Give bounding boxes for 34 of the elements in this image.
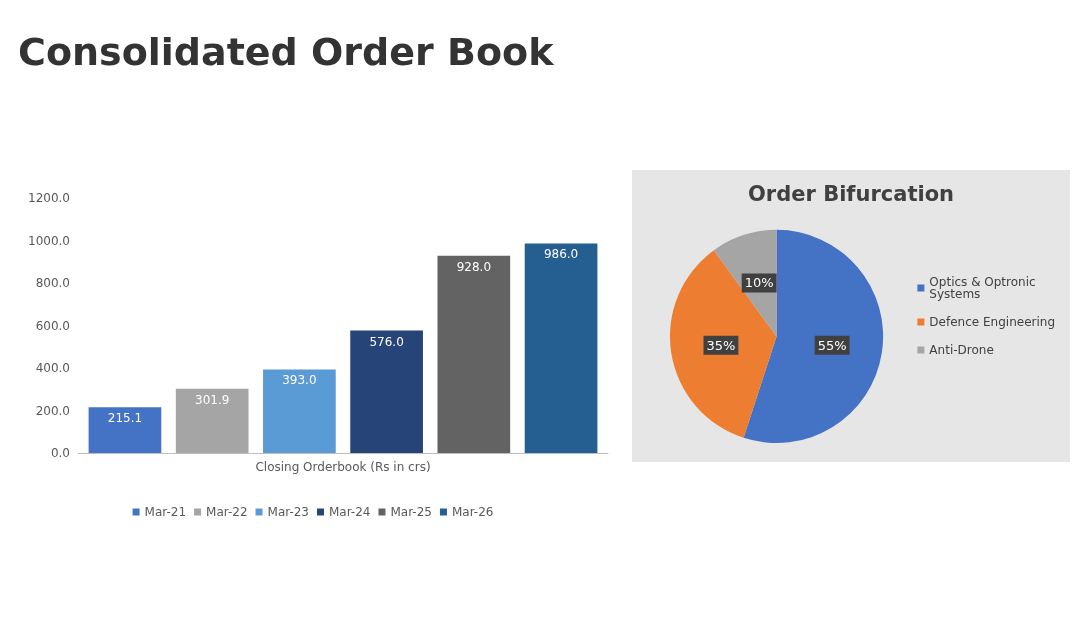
legend-label: Mar-23 [267,505,310,519]
y-tick-label: 200.0 [35,403,70,418]
legend-label: Mar-22 [206,505,248,519]
y-tick-label: 1200.0 [28,191,70,205]
data-label: 928.0 [456,259,492,274]
data-label: 55% [817,337,847,353]
legend-label: Mar-25 [390,505,432,519]
legend-label: Mar-24 [329,505,371,519]
chart-title: Order Bifurcation [747,181,955,206]
bar [350,330,423,453]
legend-label: Optics & Optronic Systems [929,275,1040,301]
x-tick-label: Closing Orderbook (Rs in crs) [255,460,431,474]
bar [437,255,511,453]
bar [175,388,249,453]
y-tick-label: 0.0 [50,446,70,460]
bar [88,407,162,453]
y-tick-label: 800.0 [35,276,70,290]
chart-title: Consolidated Order Book [18,30,554,74]
data-label: 393.0 [282,373,317,388]
y-tick-label: 400.0 [35,361,70,375]
bar [524,243,598,453]
data-label: 215.1 [107,411,143,426]
legend-label: Mar-21 [144,505,187,519]
data-label: 35% [706,337,736,353]
y-tick-label: 600.0 [35,318,70,333]
data-label: 301.9 [194,392,230,407]
data-label: 576.0 [369,334,404,349]
legend-label: Mar-26 [451,505,494,519]
data-label: 986.0 [543,247,579,262]
bar [263,369,336,453]
legend-label: Defence Engineering [929,315,1056,329]
y-tick-label: 1000.0 [28,233,70,248]
legend-label: Anti-Drone [929,343,994,357]
data-label: 10% [744,275,774,291]
